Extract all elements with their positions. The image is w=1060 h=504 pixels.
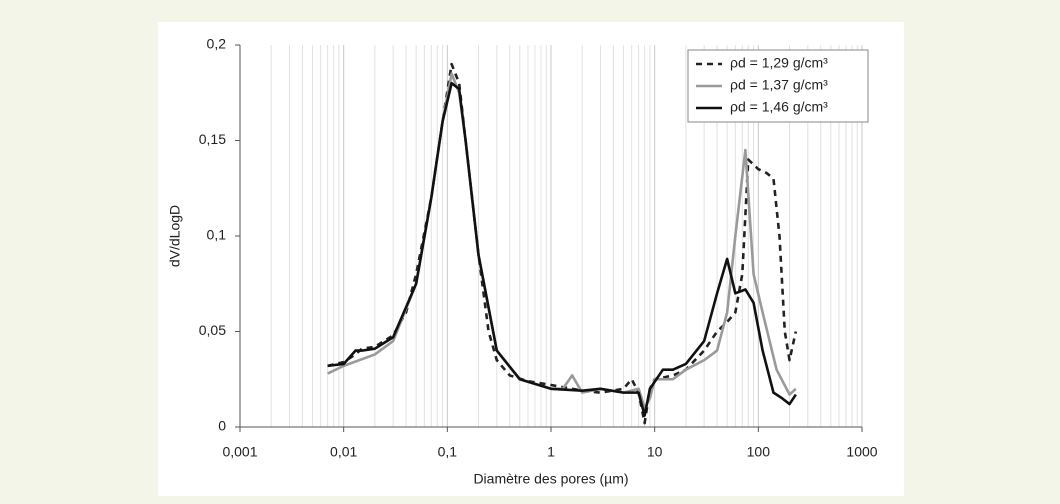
series-line bbox=[327, 81, 797, 417]
y-tick-label: 0,1 bbox=[207, 227, 227, 243]
x-tick-label: 1000 bbox=[846, 444, 877, 460]
y-tick-label: 0,15 bbox=[199, 131, 226, 147]
series-line bbox=[327, 62, 798, 425]
x-tick-label: 10 bbox=[647, 444, 663, 460]
x-tick-label: 100 bbox=[747, 444, 771, 460]
x-axis-title: Diamètre des pores (µm) bbox=[473, 471, 628, 487]
legend-label: ρd = 1,29 g/cm³ bbox=[730, 55, 828, 71]
x-tick-label: 1 bbox=[547, 444, 555, 460]
legend-label: ρd = 1,46 g/cm³ bbox=[730, 99, 828, 115]
y-tick-label: 0,05 bbox=[199, 322, 226, 338]
y-axis-title: dV/dLogD bbox=[167, 205, 183, 267]
x-tick-label: 0,1 bbox=[438, 444, 458, 460]
legend-label: ρd = 1,37 g/cm³ bbox=[730, 77, 828, 93]
x-tick-label: 0,01 bbox=[330, 444, 357, 460]
y-tick-label: 0 bbox=[218, 418, 226, 434]
x-tick-label: 0,001 bbox=[222, 444, 257, 460]
y-tick-label: 0,2 bbox=[207, 36, 227, 52]
